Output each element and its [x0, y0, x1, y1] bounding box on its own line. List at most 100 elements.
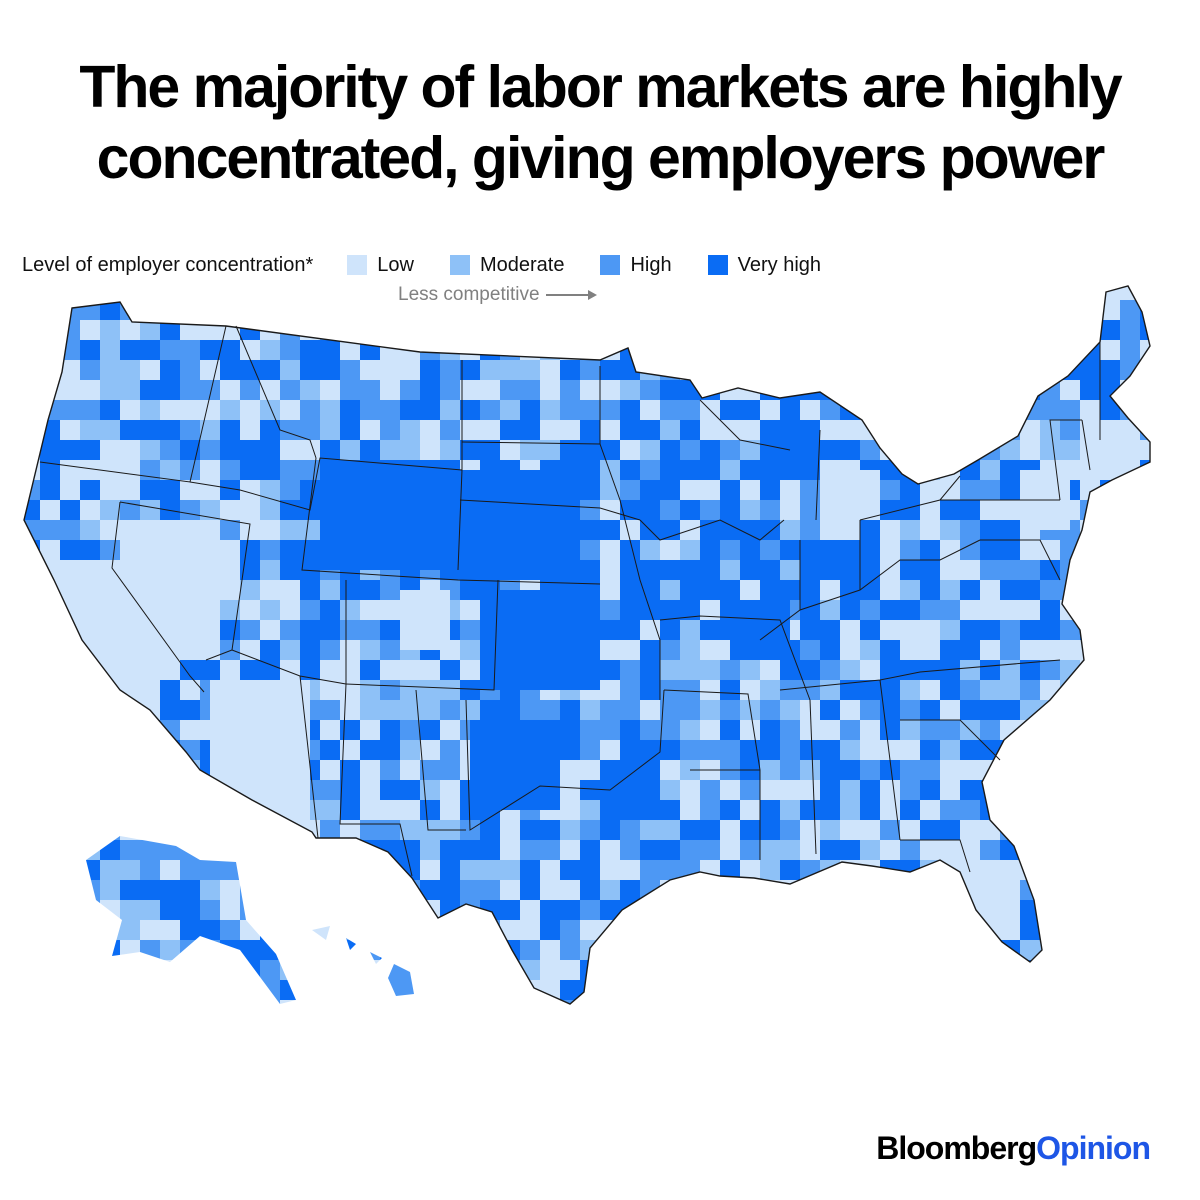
market-cell: [960, 800, 980, 820]
market-cell: [560, 840, 580, 860]
market-cell: [880, 720, 900, 740]
market-cell: [1180, 660, 1200, 680]
market-cell: [620, 820, 640, 840]
market-cell: [700, 560, 720, 580]
market-cell: [220, 900, 240, 920]
market-cell: [800, 920, 820, 940]
market-cell: [860, 540, 880, 560]
market-cell: [900, 600, 920, 620]
market-cell: [320, 860, 340, 880]
market-cell: [860, 420, 880, 440]
market-cell: [1120, 860, 1140, 880]
market-cell: [180, 380, 200, 400]
market-cell: [760, 560, 780, 580]
market-cell: [1160, 500, 1180, 520]
market-cell: [580, 980, 600, 1000]
market-cell: [40, 960, 60, 980]
market-cell: [400, 920, 420, 940]
market-cell: [180, 680, 200, 700]
market-cell: [900, 580, 920, 600]
market-cell: [960, 420, 980, 440]
market-cell: [40, 920, 60, 940]
market-cell: [60, 980, 80, 1000]
market-cell: [680, 1000, 700, 1004]
market-cell: [960, 440, 980, 460]
market-cell: [300, 480, 320, 500]
market-cell: [900, 840, 920, 860]
market-cell: [860, 440, 880, 460]
market-cell: [40, 840, 60, 860]
market-cell: [740, 440, 760, 460]
market-region: [320, 460, 460, 570]
market-cell: [220, 860, 240, 880]
market-cell: [280, 420, 300, 440]
market-cell: [340, 900, 360, 920]
market-cell: [1160, 560, 1180, 580]
market-cell: [40, 340, 60, 360]
market-cell: [540, 440, 560, 460]
market-cell: [660, 400, 680, 420]
market-cell: [140, 800, 160, 820]
market-cell: [940, 286, 960, 300]
market-cell: [780, 560, 800, 580]
market-cell: [620, 740, 640, 760]
market-cell: [1020, 600, 1040, 620]
market-cell: [120, 700, 140, 720]
market-cell: [1080, 600, 1100, 620]
market-cell: [460, 600, 480, 620]
market-cell: [900, 640, 920, 660]
market-cell: [900, 900, 920, 920]
market-cell: [60, 940, 80, 960]
market-cell: [140, 920, 160, 940]
market-cell: [280, 840, 300, 860]
market-cell: [1140, 500, 1150, 520]
market-cell: [520, 840, 540, 860]
market-cell: [720, 940, 740, 960]
market-cell: [260, 620, 280, 640]
market-cell: [1000, 300, 1020, 320]
market-cell: [960, 640, 980, 660]
market-cell: [860, 1000, 880, 1004]
market-cell: [940, 960, 960, 980]
market-cell: [440, 700, 460, 720]
market-cell: [680, 840, 700, 860]
market-cell: [280, 320, 300, 340]
market-cell: [660, 560, 680, 580]
market-cell: [580, 760, 600, 780]
market-cell: [340, 620, 360, 640]
market-cell: [260, 286, 280, 300]
market-cell: [100, 300, 120, 320]
market-cell: [920, 480, 940, 500]
market-cell: [200, 660, 220, 680]
market-cell: [280, 300, 300, 320]
market-cell: [640, 760, 660, 780]
market-cell: [300, 560, 320, 580]
country-outline: [23, 285, 1151, 1005]
market-cell: [420, 920, 440, 940]
market-cell: [880, 1000, 900, 1004]
market-cell: [780, 660, 800, 680]
market-cell: [340, 600, 360, 620]
market-cell: [1160, 680, 1180, 700]
market-cell: [880, 680, 900, 700]
market-cell: [840, 640, 860, 660]
market-cell: [980, 980, 1000, 1000]
market-cell: [500, 980, 520, 1000]
market-cell: [1100, 820, 1120, 840]
market-cell: [880, 880, 900, 900]
market-cell: [260, 440, 280, 460]
market-cell: [1080, 860, 1100, 880]
market-cell: [40, 700, 60, 720]
market-cell: [700, 820, 720, 840]
market-cell: [660, 500, 680, 520]
market-cell: [120, 720, 140, 740]
market-cell: [840, 340, 860, 360]
market-cell: [1020, 680, 1040, 700]
market-cell: [400, 880, 420, 900]
market-cell: [1100, 960, 1120, 980]
market-cell: [340, 286, 360, 300]
market-cell: [0, 340, 20, 360]
market-cell: [780, 900, 800, 920]
market-cell: [280, 286, 300, 300]
market-cell: [0, 860, 20, 880]
